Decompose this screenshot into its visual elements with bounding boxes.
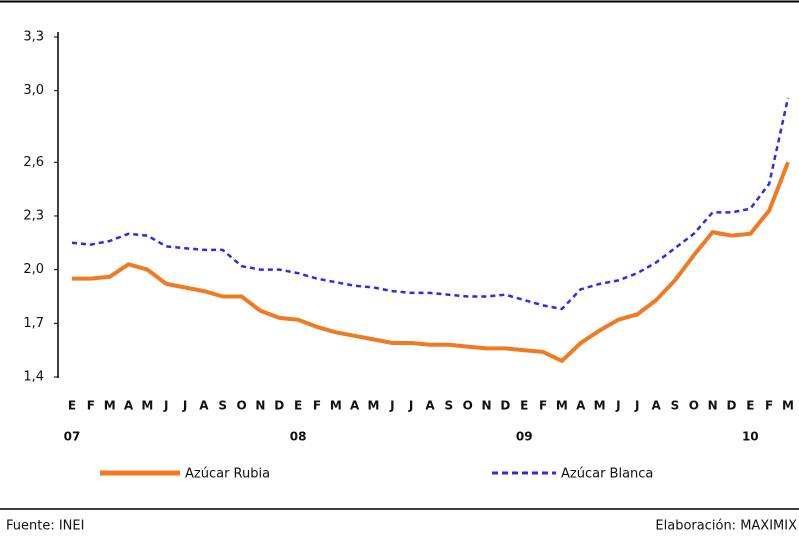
x-tick-label: J [615,399,620,413]
year-label: 10 [742,430,759,444]
series-line [71,97,790,311]
x-tick-label: E [520,399,528,413]
x-tick-label: J [634,399,639,413]
x-tick-label: S [671,399,680,413]
y-tick-label: 2,0 [23,262,44,277]
x-tick-label: F [539,399,547,413]
x-tick-label: O [463,399,473,413]
x-tick-label: S [218,399,227,413]
y-tick-label: 3,0 [23,83,44,98]
x-tick-label: A [576,399,586,413]
x-tick-label: O [236,399,246,413]
x-tick-label: N [482,399,492,413]
x-tick-label: M [594,399,606,413]
x-tick-label: E [68,399,76,413]
legend-label: Azúcar Blanca [561,467,653,482]
x-tick-label: F [313,399,321,413]
x-tick-label: F [765,399,773,413]
x-tick-label: A [651,399,661,413]
y-tick-label: 3,3 [23,30,44,45]
x-tick-label: M [141,399,153,413]
year-label: 08 [290,430,307,444]
x-tick-label: J [182,399,187,413]
x-tick-label: E [294,399,302,413]
x-tick-label: N [708,399,718,413]
series-line [72,161,790,363]
x-tick-label: D [274,399,284,413]
source: Fuente: INEI [6,519,84,534]
year-label: 07 [64,430,81,444]
credit: Elaboración: MAXIMIX [655,519,797,534]
y-tick-label: 2,3 [23,208,44,223]
x-tick-label: M [104,399,116,413]
x-tick-label: J [163,399,168,413]
x-tick-label: S [445,399,454,413]
x-tick-label: A [199,399,209,413]
x-tick-label: E [746,399,754,413]
x-tick-label: A [350,399,360,413]
y-tick-label: 1,4 [23,370,44,385]
legend-label: Azúcar Rubia [185,467,270,482]
x-tick-label: M [330,399,342,413]
x-tick-label: N [255,399,265,413]
x-tick-label: M [367,399,379,413]
x-tick-label: D [726,399,736,413]
x-tick-label: A [425,399,435,413]
year-label: 09 [516,430,533,444]
x-tick-label: J [408,399,413,413]
x-tick-label: J [389,399,394,413]
x-tick-label: D [500,399,510,413]
x-tick-label: O [689,399,699,413]
x-tick-label: M [782,399,794,413]
y-tick-label: 2,6 [23,155,44,170]
x-tick-label: M [556,399,568,413]
y-tick-label: 1,7 [23,316,44,331]
x-tick-label: A [124,399,134,413]
x-tick-label: F [87,399,95,413]
